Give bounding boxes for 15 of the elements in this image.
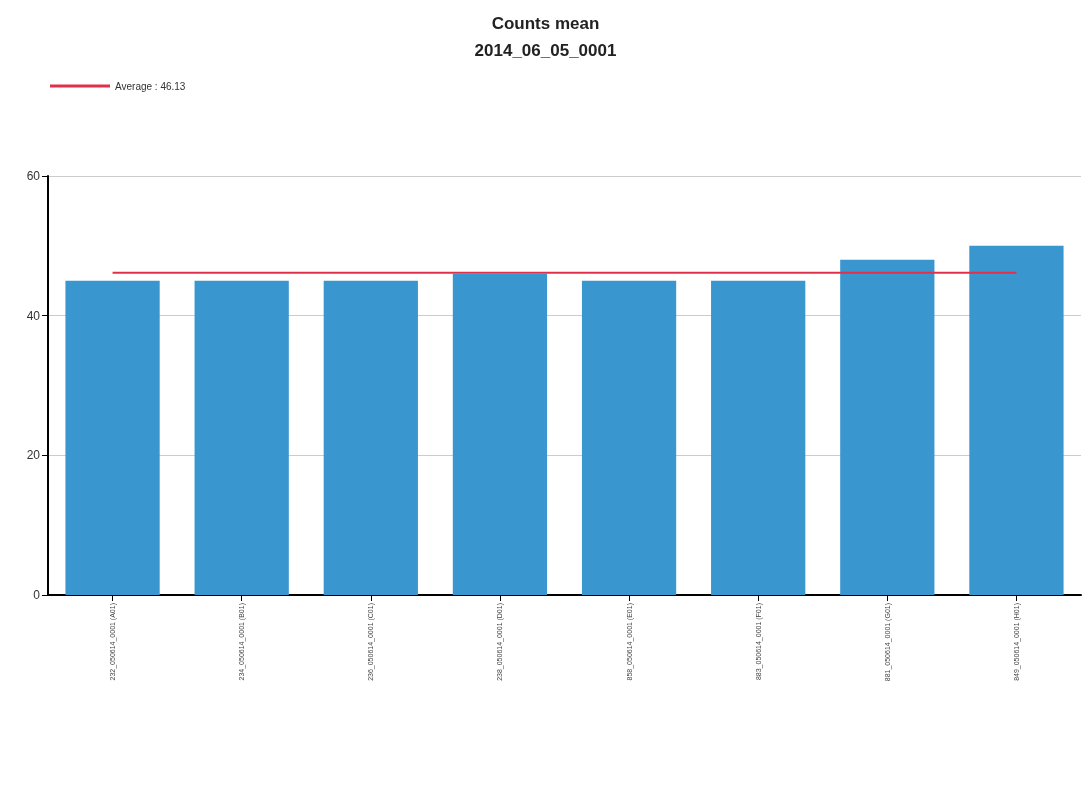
y-tick-label: 60 — [26, 169, 41, 183]
bar — [194, 280, 289, 595]
bar — [323, 280, 418, 595]
chart-title: Counts mean — [491, 14, 600, 33]
bar — [452, 273, 548, 595]
bar — [840, 259, 935, 595]
y-tick-label: 20 — [26, 448, 41, 463]
bar — [581, 280, 677, 595]
y-tick-label: 0 — [33, 588, 41, 602]
text: Average : 46.13 — [115, 80, 186, 92]
bar — [711, 280, 806, 595]
chart-subtitle: 2014_06_05_0001 — [474, 41, 617, 60]
y-tick-label: 40 — [26, 308, 41, 323]
bar — [969, 245, 1064, 595]
bar — [65, 280, 160, 595]
